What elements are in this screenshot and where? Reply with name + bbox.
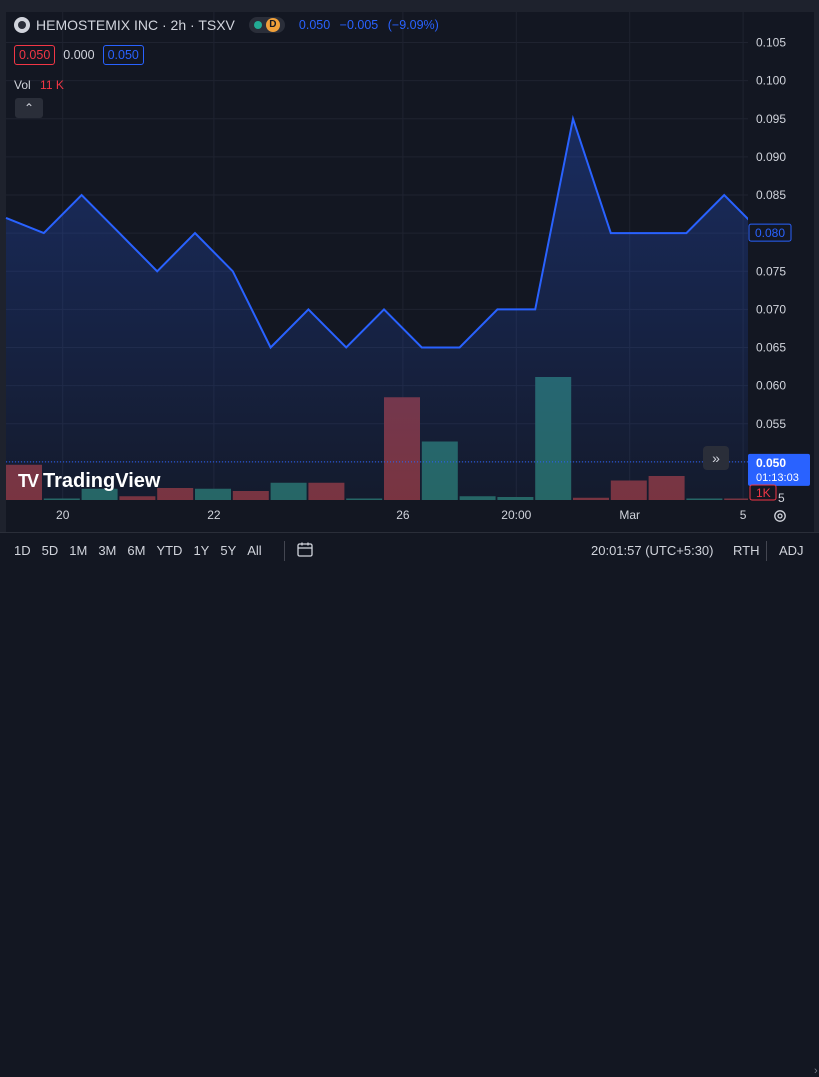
range-6m[interactable]: 6M <box>127 543 146 558</box>
market-status[interactable]: D <box>248 17 285 33</box>
tradingview-mark-icon: TV <box>18 471 39 491</box>
range-1y[interactable]: 1Y <box>193 543 210 558</box>
last-price: 0.050 <box>298 18 331 32</box>
y-tick-label: 0.090 <box>756 150 786 164</box>
adjust-toggle[interactable]: ADJ <box>779 543 804 558</box>
volume-value: 11 K <box>40 78 64 92</box>
y-tick-label: 0.085 <box>756 188 786 202</box>
axis-badges: 0.080 0.050 01:13:03 1K 5 <box>748 223 810 505</box>
x-tick-label: 5 <box>740 508 747 522</box>
range-all[interactable]: All <box>247 543 262 558</box>
time-axis[interactable]: 20 22 26 20:00 Mar 5 <box>56 508 747 522</box>
range-1d[interactable]: 1D <box>14 543 31 558</box>
price-axis[interactable]: 0.105 0.100 0.095 0.090 0.085 0.080 0.075 0.070… <box>748 12 814 520</box>
price-change-pct: (−9.09%) <box>387 18 439 32</box>
range-5y[interactable]: 5Y <box>220 543 237 558</box>
current-price-text: 0.050 <box>756 456 786 470</box>
range-3m[interactable]: 3M <box>98 543 117 558</box>
last-price-badge-text: 0.080 <box>755 226 785 240</box>
y-tick-label: 0.105 <box>756 36 786 50</box>
calendar-goto-icon[interactable] <box>296 541 314 559</box>
x-tick-label: 20:00 <box>501 508 531 522</box>
last-price-badge <box>748 223 792 242</box>
symbol-logo-icon <box>14 17 30 33</box>
y-tick-label: 0.055 <box>756 417 786 431</box>
y-tick-label: 0.060 <box>756 379 786 393</box>
tradingview-logo[interactable]: TV TradingView <box>18 470 160 493</box>
buy-button[interactable]: 0.050 <box>102 45 144 65</box>
chevron-up-icon: ⌃ <box>23 101 35 115</box>
divider <box>766 541 767 561</box>
symbol-legend: HEMOSTEMIX INC · 2h · TSXV D 0.050 −0.00… <box>14 17 445 33</box>
bottom-toolbar: 1D 5D 1M 3M 6M YTD 1Y 5Y All 20:01:57 (UTC+5:30)… <box>0 532 819 1077</box>
session-rth-toggle[interactable]: RTH <box>733 543 760 558</box>
range-selector: 1D 5D 1M 3M 6M YTD 1Y 5Y All <box>14 543 262 558</box>
brand-name: TradingView <box>43 470 161 492</box>
volume-axis-partial-tick: 5 <box>778 491 785 505</box>
price-axis-bg[interactable] <box>748 12 814 520</box>
x-tick-label: 20 <box>56 508 70 522</box>
volume-label: Vol <box>14 78 31 92</box>
divider <box>284 541 285 561</box>
price-chart[interactable]: 0.105 0.100 0.095 0.090 0.085 0.080 0.075 0.070… <box>0 0 819 532</box>
volume-badge <box>749 484 777 501</box>
trade-boxes: 0.050 0.000 0.050 <box>14 45 144 65</box>
clock-timezone[interactable]: 20:01:57 (UTC+5:30) <box>591 543 714 558</box>
current-price-badge <box>748 453 810 486</box>
range-1m[interactable]: 1M <box>69 543 88 558</box>
market-open-icon <box>253 21 262 29</box>
volume-legend: Vol 11 K <box>14 78 64 92</box>
y-tick-label: 0.100 <box>756 74 786 88</box>
symbol-title[interactable]: HEMOSTEMIX INC · 2h · TSXV <box>36 17 235 33</box>
range-ytd[interactable]: YTD <box>156 543 183 558</box>
delayed-data-badge: D <box>265 18 280 32</box>
y-tick-label: 0.070 <box>756 302 786 316</box>
chevron-right-icon: › <box>814 1065 818 1077</box>
spread-value: 0.000 <box>63 48 95 62</box>
double-chevron-right-icon: » <box>712 450 720 466</box>
collapse-legend-button[interactable]: ⌃ <box>15 98 43 118</box>
price-change: −0.005 <box>339 18 379 32</box>
range-5d[interactable]: 5D <box>41 543 59 558</box>
price-area-fill <box>6 118 800 501</box>
y-tick-label: 0.095 <box>756 112 786 126</box>
sell-button[interactable]: 0.050 <box>14 45 56 65</box>
price-line <box>5 114 800 350</box>
x-tick-label: Mar <box>619 508 640 522</box>
settings-gear-icon[interactable] <box>772 508 788 524</box>
volume-badge-text: 1K <box>756 486 771 500</box>
quote: 0.050 −0.005 (−9.09%) <box>299 18 445 32</box>
x-tick-label: 26 <box>396 508 410 522</box>
y-tick-label: 0.075 <box>756 264 786 278</box>
x-tick-label: 22 <box>207 508 221 522</box>
scroll-to-realtime-button[interactable]: » <box>703 446 729 470</box>
y-tick-label: 0.065 <box>756 341 786 355</box>
bar-countdown-text: 01:13:03 <box>756 472 799 484</box>
price-area <box>5 114 800 501</box>
